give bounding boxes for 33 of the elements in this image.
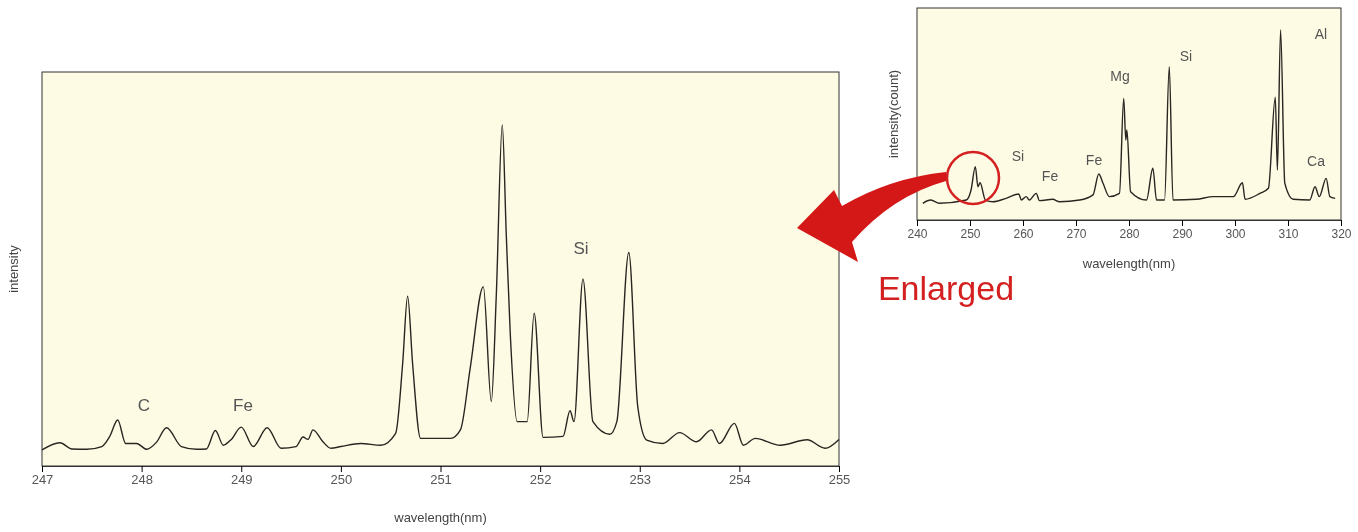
x-tick-label: 290 (1172, 226, 1193, 241)
x-tick-label: 300 (1225, 226, 1246, 241)
annotation: Fe (1085, 151, 1103, 168)
annotation: Si (1011, 147, 1025, 164)
annotation: Ca (1307, 152, 1326, 169)
x-axis-title: wavelength(nm) (1081, 256, 1176, 271)
x-tick-label: 251 (430, 472, 452, 488)
x-tick-label: 310 (1278, 226, 1299, 241)
annotation: Fe (1041, 167, 1059, 184)
annotation: Si (573, 239, 589, 259)
x-tick-label: 254 (729, 472, 751, 488)
annotation: Si (1179, 47, 1193, 64)
x-tick-label: 280 (1119, 226, 1140, 241)
annotation: Mg (1110, 67, 1130, 84)
annotation: C (137, 396, 151, 416)
y-axis-title: intensity(count) (886, 69, 901, 159)
x-tick-label: 247 (31, 472, 54, 488)
x-axis-title: wavelength(nm) (393, 510, 487, 525)
x-tick-label: 250 (330, 472, 353, 488)
x-tick-label: 248 (131, 472, 153, 488)
x-tick-label: 320 (1331, 226, 1352, 241)
x-tick-label: 249 (230, 472, 253, 488)
x-tick-label: 253 (629, 472, 652, 488)
x-tick-label: 252 (529, 472, 552, 488)
x-tick-label: 255 (828, 472, 851, 488)
x-tick-label: 240 (907, 226, 928, 241)
y-axis-title: intensity (6, 244, 21, 293)
text: Enlarged (877, 269, 1015, 307)
annotation: Fe (233, 396, 253, 416)
x-tick-label: 270 (1066, 226, 1087, 241)
x-tick-label: 250 (960, 226, 981, 241)
annotation: Al (1314, 25, 1328, 42)
x-tick-label: 260 (1013, 226, 1034, 241)
